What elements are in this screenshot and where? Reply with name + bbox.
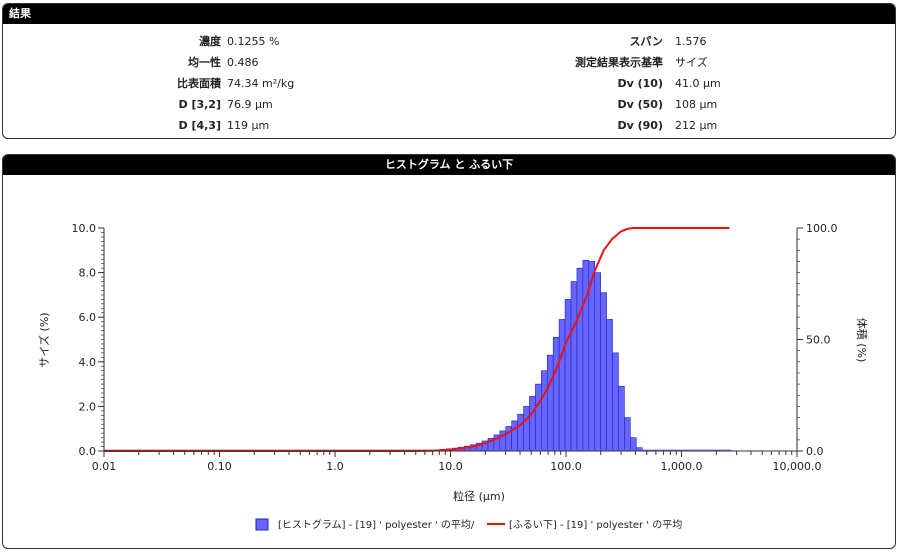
result-value: 108 µm: [675, 98, 718, 111]
result-row: Dv (90) 212 µm: [3, 118, 893, 134]
result-row: Dv (10) 41.0 µm: [3, 76, 893, 92]
result-value: 119 µm: [227, 119, 270, 132]
result-label: D [4,3]: [178, 119, 221, 132]
result-label: D [3,2]: [178, 98, 221, 111]
result-value: 74.34 m²/kg: [227, 77, 295, 90]
result-label: スパン: [629, 35, 663, 48]
results-title: 結果: [3, 4, 895, 24]
result-row: 濃度 0.1255 %: [3, 34, 893, 50]
result-value: 0.486: [227, 56, 259, 69]
result-label: 均一性: [188, 56, 221, 69]
chart-panel-title: ヒストグラム と ふるい下: [3, 155, 895, 175]
results-panel: 結果 濃度 0.1255 % 均一性 0.486 比表面積 74.34 m²/k…: [2, 3, 896, 139]
result-value: 212 µm: [675, 119, 718, 132]
result-row: 比表面積 74.34 m²/kg: [3, 76, 893, 92]
result-label: Dv (50): [617, 98, 664, 111]
result-label: 比表面積: [177, 77, 221, 90]
result-label: Dv (10): [617, 77, 664, 90]
result-value: 76.9 µm: [227, 98, 273, 111]
result-label: 濃度: [199, 35, 221, 48]
result-row: スパン 1.576: [3, 34, 893, 50]
result-row: 均一性 0.486: [3, 55, 893, 71]
result-row: D [3,2] 76.9 µm: [3, 97, 893, 113]
result-row: Dv (50) 108 µm: [3, 97, 893, 113]
result-label: 測定結果表示基準: [575, 56, 663, 69]
result-value: 41.0 µm: [675, 77, 721, 90]
result-row: D [4,3] 119 µm: [3, 118, 893, 134]
result-value: 1.576: [675, 35, 707, 48]
result-value: サイズ: [675, 56, 708, 69]
result-value: 0.1255 %: [227, 35, 280, 48]
chart-panel: ヒストグラム と ふるい下: [2, 154, 896, 549]
result-row: 測定結果表示基準 サイズ: [3, 55, 893, 71]
result-label: Dv (90): [617, 119, 664, 132]
